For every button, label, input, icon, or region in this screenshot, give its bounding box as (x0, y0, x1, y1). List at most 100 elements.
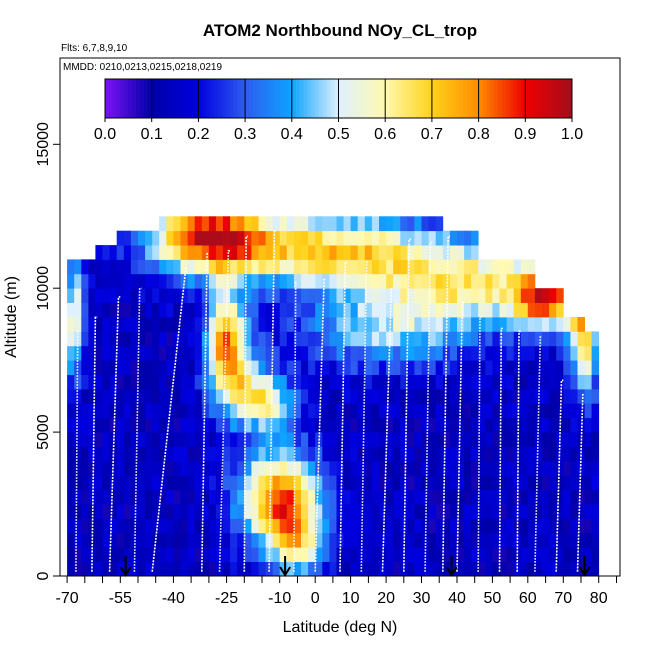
heat-cell (329, 460, 337, 476)
heat-cell (485, 388, 493, 404)
colorbar-segment (155, 79, 160, 118)
heat-cell (570, 374, 578, 390)
heat-cell (421, 374, 429, 390)
heat-cell (457, 230, 465, 246)
heat-cell (336, 460, 344, 476)
heat-cell (286, 245, 295, 260)
heat-cell (563, 504, 571, 519)
heat-cell (449, 259, 458, 275)
heat-cell (286, 518, 295, 534)
heat-cell (230, 518, 238, 534)
heat-cell (393, 345, 401, 361)
heat-cell (549, 288, 557, 303)
heat-cell (442, 230, 451, 246)
heat-cell (407, 460, 415, 476)
heat-cell (215, 331, 224, 347)
heat-cell (379, 317, 387, 332)
heat-cell (591, 432, 600, 447)
heat-cell (201, 518, 210, 534)
heat-cell (102, 475, 110, 491)
heat-cell (166, 273, 174, 289)
heat-cell (393, 273, 401, 289)
heat-cell (577, 532, 585, 548)
heat-cell (563, 446, 571, 462)
heat-cell (442, 331, 451, 347)
heat-cell (414, 273, 422, 289)
heat-cell (187, 446, 196, 462)
heat-cell (173, 259, 181, 275)
colorbar-segment (548, 79, 554, 118)
heat-cell (485, 360, 493, 375)
heat-cell (180, 432, 188, 447)
heat-cell (478, 360, 486, 375)
heat-cell (258, 273, 266, 289)
colorbar-segment (182, 79, 188, 118)
heat-cell (407, 489, 415, 505)
heat-cell (506, 475, 515, 491)
heat-cell (102, 259, 110, 275)
heat-cell (379, 230, 387, 246)
heat-cell (350, 532, 359, 548)
heat-cell (492, 518, 500, 534)
heat-cell (428, 245, 437, 260)
heat-cell (577, 374, 585, 390)
heat-cell (301, 432, 309, 447)
heat-cell (286, 403, 295, 419)
heat-cell (421, 216, 429, 232)
heat-cell (251, 446, 259, 462)
heat-cell (81, 561, 89, 577)
heat-cell (428, 518, 437, 534)
heat-cell (549, 317, 557, 332)
heat-cell (499, 317, 507, 332)
heat-cell (499, 561, 507, 577)
heat-cell (159, 388, 167, 404)
heat-cell (194, 489, 203, 505)
heat-cell (520, 302, 529, 318)
colorbar-segment (494, 79, 499, 118)
heat-cell (145, 245, 153, 260)
heat-cell (492, 331, 500, 347)
heat-cell (584, 360, 593, 375)
heat-cell (322, 259, 330, 275)
heat-cell (166, 388, 174, 404)
heat-cell (371, 360, 380, 375)
heat-cell (492, 446, 500, 462)
colorbar-segment (260, 79, 266, 118)
heat-cell (506, 331, 515, 347)
heat-cell (379, 432, 387, 447)
heat-cell (379, 518, 387, 534)
heat-cell (400, 259, 408, 275)
heat-cell (414, 360, 422, 375)
heat-cell (400, 504, 408, 519)
heat-cell (357, 446, 366, 462)
heat-cell (315, 475, 323, 491)
heat-cell (286, 230, 295, 246)
colorbar-segment (237, 79, 242, 118)
heat-cell (145, 504, 153, 519)
heat-cell (74, 317, 82, 332)
heat-cell (457, 432, 465, 447)
heat-cell (371, 432, 380, 447)
heat-cell (244, 532, 252, 548)
heat-cell (428, 273, 437, 289)
heat-cell (180, 489, 188, 505)
heat-cell (215, 518, 224, 534)
heat-cell (407, 403, 415, 419)
heat-cell (159, 273, 167, 289)
heat-cell (315, 388, 323, 404)
heat-cell (109, 331, 118, 347)
heat-cell (435, 216, 444, 232)
heat-cell (145, 561, 153, 577)
heat-cell (152, 417, 160, 433)
heat-cell (322, 230, 330, 246)
colorbar-segment (463, 79, 468, 118)
heat-cell (67, 302, 75, 318)
heat-cell (570, 432, 578, 447)
heat-cell (286, 288, 295, 303)
heat-cell (379, 360, 387, 375)
heat-cell (215, 374, 224, 390)
heat-cell (138, 374, 146, 390)
heat-cell (371, 230, 380, 246)
heat-cell (343, 245, 351, 260)
heat-cell (230, 331, 238, 347)
